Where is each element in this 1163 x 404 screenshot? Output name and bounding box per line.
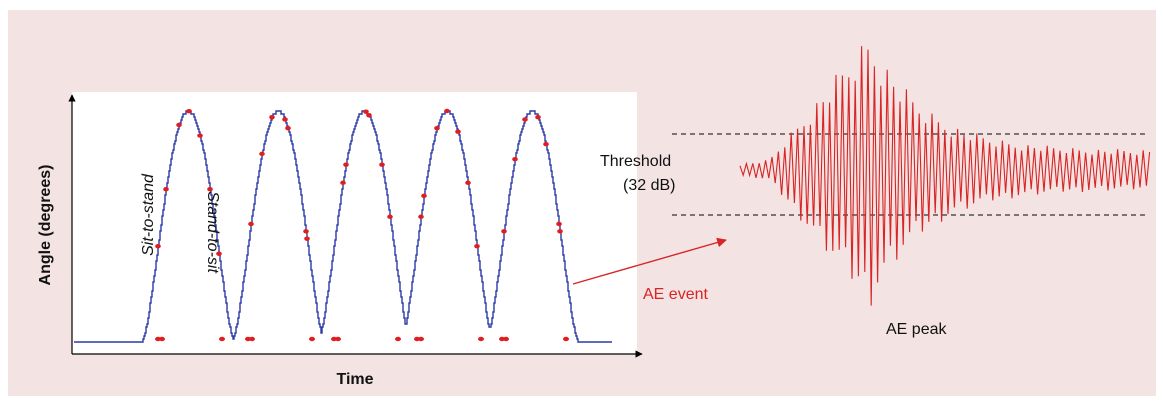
ae-event-marker — [395, 336, 401, 342]
ae-event-marker — [303, 229, 309, 234]
ae-event-marker — [543, 141, 549, 147]
ae-event-marker — [512, 156, 518, 162]
x-axis-label: Time — [336, 371, 373, 388]
ae-event-marker — [522, 117, 528, 122]
ae-event-arrow — [572, 237, 727, 285]
ae-event-marker — [418, 336, 424, 342]
ae-waveform — [739, 46, 1151, 306]
left-plot-area — [72, 92, 637, 354]
ae-event-marker — [366, 113, 372, 118]
stand-to-sit-annotation: Stand-to-sit — [204, 191, 221, 273]
threshold-value-label: (32 dB) — [623, 177, 675, 194]
ae-event-marker — [340, 180, 346, 185]
ae-event-marker — [444, 108, 450, 114]
ae-event-marker — [557, 229, 563, 234]
ae-event-marker — [418, 214, 424, 219]
ae-event-marker — [465, 180, 471, 185]
ae-event-marker — [269, 115, 275, 120]
ae-event-marker — [387, 214, 393, 219]
ae-event-marker — [248, 221, 254, 227]
ae-event-marker — [249, 336, 255, 342]
ae-event-label: AE event — [643, 286, 708, 303]
ae-event-marker — [207, 187, 213, 192]
ae-event-marker — [186, 108, 192, 114]
ae-event-marker — [197, 133, 203, 138]
ae-event-marker — [304, 236, 310, 241]
ae-event-marker — [501, 229, 507, 234]
ae-event-marker — [363, 109, 369, 114]
ae-event-marker — [259, 151, 265, 157]
ae-event-marker — [455, 129, 461, 134]
ae-event-marker — [478, 336, 484, 342]
ae-event-marker — [503, 336, 509, 342]
ae-event-marker — [282, 117, 288, 122]
ae-event-marker — [309, 336, 315, 342]
ae-event-marker — [535, 115, 541, 120]
sit-to-stand-annotation: Sit-to-stand — [140, 173, 157, 256]
threshold-label: Threshold — [600, 153, 671, 170]
ae-event-marker — [556, 221, 562, 227]
ae-event-marker — [216, 251, 222, 256]
ae-event-marker — [285, 125, 291, 131]
ae-event-marker — [563, 336, 569, 342]
ae-event-marker — [155, 244, 161, 249]
ae-peak-label: AE peak — [886, 321, 947, 338]
ae-event-marker — [379, 162, 385, 167]
ae-event-marker — [343, 162, 349, 167]
ae-event-marker — [474, 244, 480, 249]
y-axis-label: Angle (degrees) — [37, 165, 54, 286]
ae-event-marker — [219, 336, 225, 342]
ae-event-marker — [159, 336, 165, 342]
ae-event-marker — [421, 193, 427, 199]
ae-event-marker — [434, 125, 440, 131]
ae-event-marker — [176, 122, 182, 128]
ae-event-marker — [163, 187, 169, 192]
ae-event-marker — [335, 336, 341, 342]
ae-event-markers — [155, 108, 569, 342]
